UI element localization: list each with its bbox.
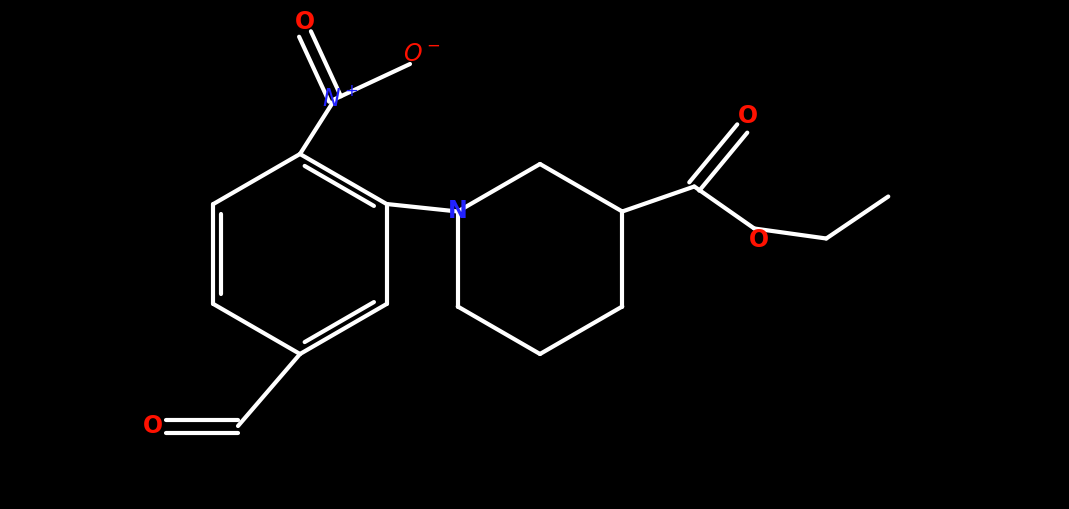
Text: $N^+$: $N^+$ bbox=[322, 87, 358, 111]
Text: $O^-$: $O^-$ bbox=[403, 42, 440, 66]
Text: O: O bbox=[739, 104, 758, 128]
Text: O: O bbox=[295, 10, 315, 34]
Text: N: N bbox=[448, 200, 467, 223]
Text: O: O bbox=[749, 229, 770, 252]
Text: O: O bbox=[143, 414, 164, 438]
